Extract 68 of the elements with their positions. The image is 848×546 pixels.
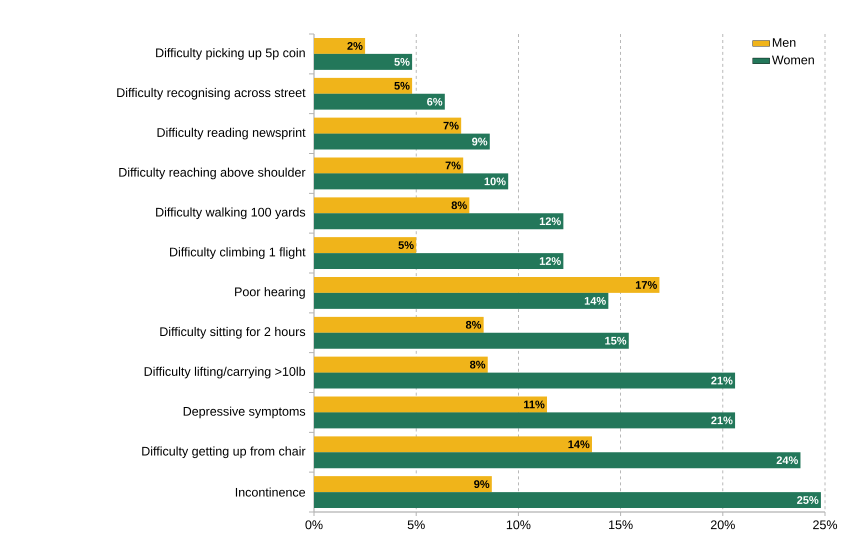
data-label: 14% [584,297,606,305]
y-tick-label: Difficulty climbing 1 flight [170,247,306,259]
data-label: 2% [347,42,363,50]
bar [314,476,492,492]
bar [314,276,660,293]
bar [314,356,488,373]
bar [314,134,490,150]
data-label: 9% [472,138,488,146]
y-tick-label: Poor hearing [235,287,305,299]
data-label: 6% [427,98,442,106]
bar [314,213,564,230]
y-tick-label: Difficulty sitting for 2 hours [160,326,306,339]
data-label: 8% [466,320,482,329]
data-label: 7% [444,122,459,130]
bar [314,78,412,94]
bar [314,197,470,214]
bar [314,436,592,452]
data-label: 5% [394,82,410,90]
y-tick-label: Difficulty reaching above shoulder [119,168,306,180]
x-tick-label: 5% [408,520,425,530]
x-tick-label: 0% [305,520,323,530]
bar [314,292,608,309]
y-tick-label: Depressive symptoms [184,406,306,418]
data-label: 15% [605,336,626,345]
data-label: 8% [452,201,467,210]
data-label: 25% [797,496,818,504]
data-label: 24% [776,456,798,464]
bar [314,94,445,110]
bar [314,38,366,54]
y-tick-label: Difficulty picking up 5p coin [156,48,305,60]
data-label: 9% [474,480,490,488]
bar [314,173,508,190]
y-tick-label: Difficulty recognising across street [117,88,306,100]
data-label: 14% [568,440,590,448]
data-label: 5% [398,241,414,249]
data-label: 21% [711,416,733,424]
x-tick-label: 15% [609,520,633,530]
bar [314,396,548,412]
legend-label: Men [772,38,796,47]
x-tick-label: 25% [813,520,838,530]
data-label: 17% [636,281,657,289]
bar [314,332,629,349]
bar [314,412,736,428]
y-tick-label: Difficulty getting up from chair [142,446,306,458]
data-label: 11% [524,400,545,408]
data-label: 8% [470,360,486,369]
data-label: 12% [540,257,561,265]
y-tick-label: Difficulty lifting/carrying >10lb [144,366,306,378]
bar [314,253,564,270]
y-tick-label: Incontinence [236,487,306,497]
data-label: 10% [484,177,506,186]
y-tick-label: Difficulty reading newsprint [158,128,306,140]
bar [314,316,484,333]
data-label: 12% [540,217,561,226]
bar [314,237,416,254]
data-label: 7% [446,162,461,170]
x-tick-label: 10% [506,520,530,530]
legend-label: Women [772,56,814,64]
bar [314,372,736,389]
data-label: 5% [394,58,410,66]
bar [314,54,412,70]
x-tick-label: 20% [710,520,735,530]
y-tick-label: Difficulty walking 100 yards [156,207,306,220]
bar [314,157,464,174]
bar [314,118,462,134]
bar [314,492,821,508]
data-label: 21% [711,376,733,384]
bar [314,452,800,468]
